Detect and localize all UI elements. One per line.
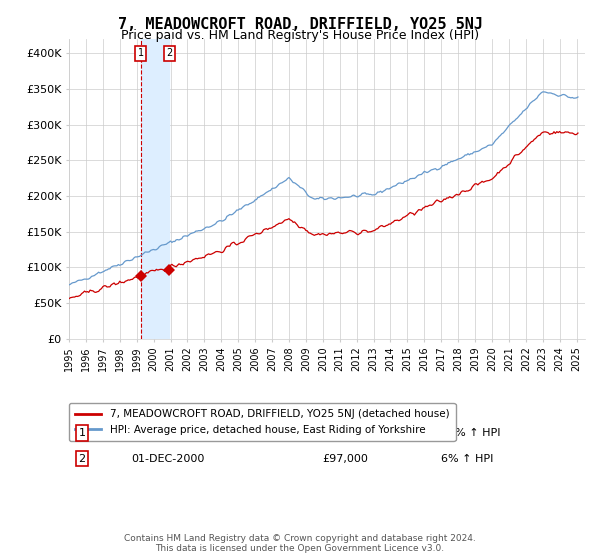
Text: Price paid vs. HM Land Registry's House Price Index (HPI): Price paid vs. HM Land Registry's House … [121, 29, 479, 42]
Bar [140, 39, 169, 339]
Text: Contains HM Land Registry data © Crown copyright and database right 2024.
This d: Contains HM Land Registry data © Crown c… [124, 534, 476, 553]
Text: 01-DEC-2000: 01-DEC-2000 [131, 454, 204, 464]
Text: 1: 1 [137, 49, 143, 58]
Text: 12% ↑ HPI: 12% ↑ HPI [440, 428, 500, 438]
Legend: 7, MEADOWCROFT ROAD, DRIFFIELD, YO25 5NJ (detached house), HPI: Average price, d: 7, MEADOWCROFT ROAD, DRIFFIELD, YO25 5NJ… [69, 403, 455, 441]
Text: £97,000: £97,000 [322, 454, 368, 464]
Text: 2: 2 [79, 454, 85, 464]
Text: 6% ↑ HPI: 6% ↑ HPI [440, 454, 493, 464]
Text: 24-MAR-1999: 24-MAR-1999 [131, 428, 206, 438]
Text: 2: 2 [166, 49, 172, 58]
Text: 1: 1 [79, 428, 85, 438]
Text: £88,000: £88,000 [322, 428, 368, 438]
Text: 7, MEADOWCROFT ROAD, DRIFFIELD, YO25 5NJ: 7, MEADOWCROFT ROAD, DRIFFIELD, YO25 5NJ [118, 17, 482, 32]
